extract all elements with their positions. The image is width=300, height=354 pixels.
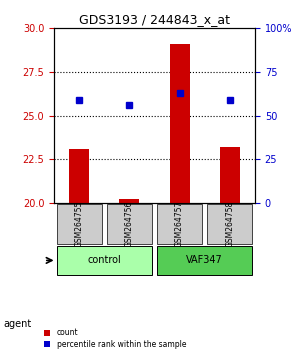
Text: VAF347: VAF347 <box>186 256 223 266</box>
Text: GSM264755: GSM264755 <box>75 201 84 247</box>
Bar <box>119 199 140 203</box>
FancyBboxPatch shape <box>157 204 202 244</box>
FancyBboxPatch shape <box>157 246 253 275</box>
Legend: count, percentile rank within the sample: count, percentile rank within the sample <box>43 327 188 350</box>
Title: GDS3193 / 244843_x_at: GDS3193 / 244843_x_at <box>79 13 230 26</box>
Bar <box>220 147 240 203</box>
FancyBboxPatch shape <box>56 204 102 244</box>
Text: agent: agent <box>3 319 31 329</box>
Text: GSM264756: GSM264756 <box>125 201 134 247</box>
Text: GSM264757: GSM264757 <box>175 201 184 247</box>
Text: GSM264758: GSM264758 <box>225 201 234 247</box>
FancyBboxPatch shape <box>107 204 152 244</box>
Bar <box>169 44 190 203</box>
Bar <box>69 149 89 203</box>
FancyBboxPatch shape <box>207 204 253 244</box>
FancyBboxPatch shape <box>56 246 152 275</box>
Text: control: control <box>87 256 121 266</box>
